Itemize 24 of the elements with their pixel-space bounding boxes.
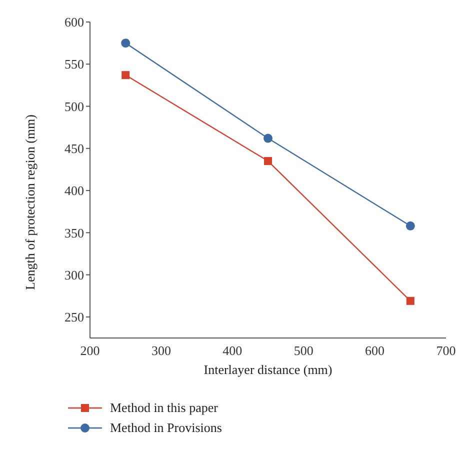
point <box>264 134 272 143</box>
point <box>122 71 130 80</box>
y-tick-label: 450 <box>64 141 84 156</box>
y-axis-title: Length of protection region (mm) <box>22 114 38 290</box>
y-tick-label: 300 <box>64 267 84 282</box>
x-tick-label: 200 <box>80 343 100 358</box>
y-tick-label: 550 <box>64 56 84 72</box>
x-tick-label: 500 <box>294 343 314 358</box>
point <box>406 296 414 305</box>
legend-label: Method in this paper <box>110 400 218 416</box>
y-tick-label: 350 <box>64 225 84 240</box>
legend-label: Method in Provisions <box>110 420 222 436</box>
y-tick-label: 600 <box>64 14 84 30</box>
y-tick-label: 400 <box>64 183 84 198</box>
x-axis-title: Interlayer distance (mm) <box>204 362 332 377</box>
y-tick-label: 250 <box>64 310 84 325</box>
x-tick-label: 300 <box>151 343 171 358</box>
y-tick-label: 500 <box>64 98 84 114</box>
point <box>264 157 272 166</box>
point <box>121 38 130 48</box>
x-tick-label: 400 <box>222 343 242 358</box>
point <box>406 221 415 230</box>
x-tick-label: 600 <box>365 343 385 358</box>
x-tick-label: 700 <box>436 343 456 358</box>
